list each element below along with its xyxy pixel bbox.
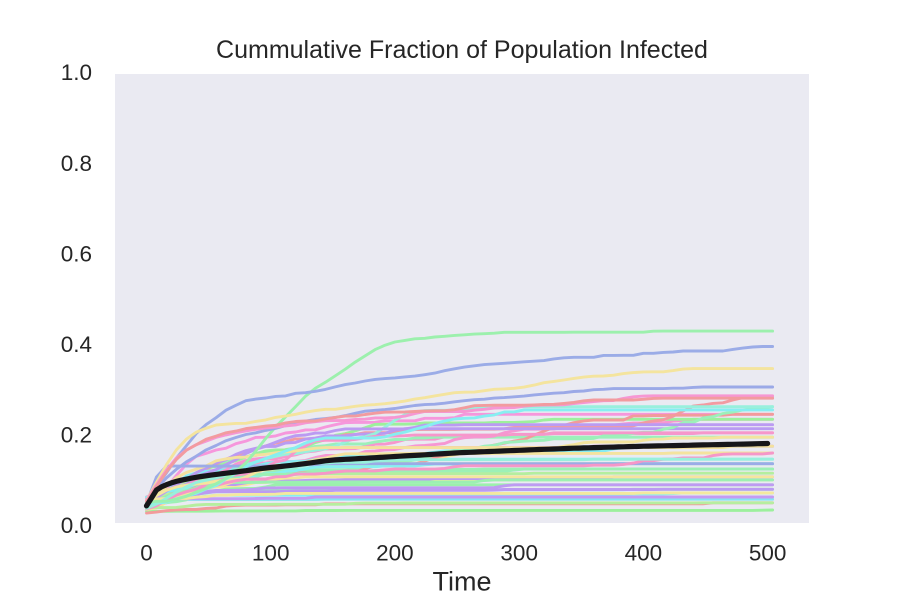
svg-text:Time: Time xyxy=(433,567,492,597)
svg-text:300: 300 xyxy=(500,541,538,566)
svg-text:0.6: 0.6 xyxy=(61,241,92,266)
svg-text:200: 200 xyxy=(376,541,414,566)
svg-text:400: 400 xyxy=(625,541,663,566)
svg-text:500: 500 xyxy=(749,541,787,566)
svg-text:0.8: 0.8 xyxy=(61,151,92,176)
svg-text:Cummulative Fraction of Popula: Cummulative Fraction of Population Infec… xyxy=(216,36,708,64)
svg-text:0.4: 0.4 xyxy=(61,332,92,357)
svg-text:0.0: 0.0 xyxy=(61,513,92,538)
svg-text:1.0: 1.0 xyxy=(61,60,92,85)
svg-text:0.2: 0.2 xyxy=(61,423,92,448)
svg-text:100: 100 xyxy=(252,541,290,566)
svg-text:0: 0 xyxy=(140,541,153,566)
